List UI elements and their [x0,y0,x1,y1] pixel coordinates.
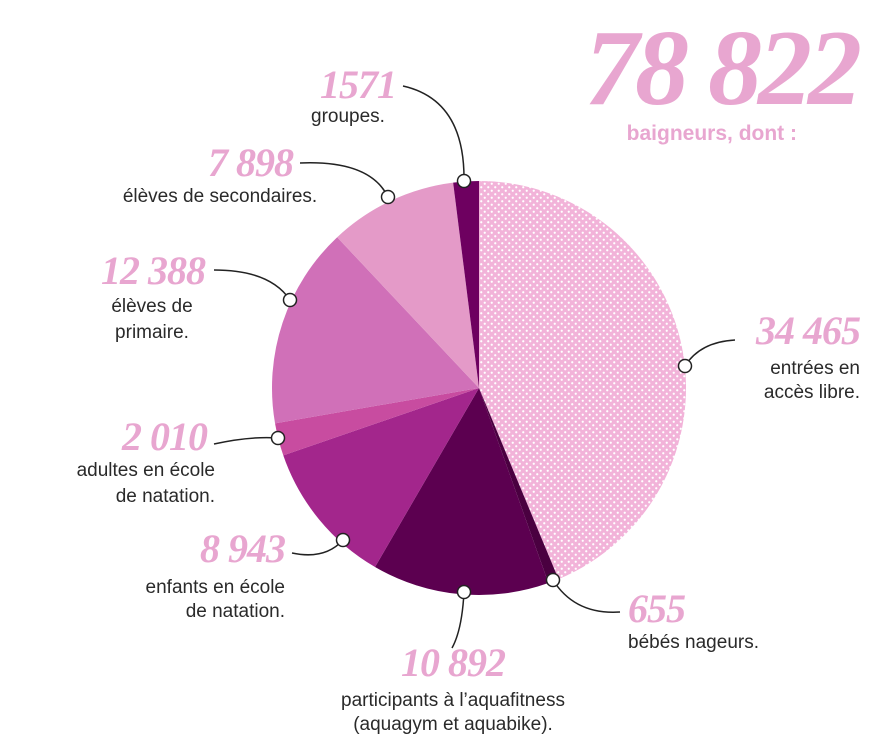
leader-dot [270,430,286,446]
chart-subtitle: baigneurs, dont : [627,122,797,145]
leader-line [684,339,736,367]
leader-line [299,162,389,198]
value-label: 8 943 [200,526,285,571]
pie-slice [337,182,479,388]
leader-line [213,269,291,301]
category-label: enfants en école [146,577,285,598]
leader-dot [456,584,472,600]
value-label: 7 898 [208,140,294,185]
leader-dot [545,572,561,588]
value-label: 12 388 [101,248,206,293]
category-label: entrées en [770,358,860,379]
category-label: élèves de [111,296,192,317]
category-label: de natation. [186,601,285,622]
pie-slice [453,181,479,388]
leader-line [291,539,344,556]
pie-slice [375,388,549,595]
category-label: groupes. [311,106,385,127]
chart-title: 78 822 [585,9,860,128]
pie-slice [479,181,687,580]
leader-line [552,579,621,613]
leader-dot [282,292,298,308]
category-label: élèves de secondaires. [123,186,317,207]
category-label: primaire. [115,322,189,343]
leader-line [213,436,279,445]
value-label: 34 465 [755,308,860,353]
value-label: 655 [628,586,685,631]
category-label: de natation. [116,486,215,507]
leader-dot [335,532,351,548]
value-label: 10 892 [401,640,506,685]
category-label: (aquagym et aquabike). [353,714,553,735]
leader-line [402,85,465,182]
pie-slice [479,388,559,584]
leader-dot [456,173,472,189]
category-label: participants à l’aquafitness [341,690,565,711]
pie-slice [275,388,479,456]
category-label: accès libre. [764,382,860,403]
value-label: 1571 [320,62,396,107]
category-label: bébés nageurs. [628,632,759,653]
leader-dot [380,189,396,205]
leader-dot [677,358,693,374]
pie-slice [271,237,479,424]
pie-slice [283,388,479,567]
value-label: 2 010 [121,414,208,459]
category-label: adultes en école [77,460,215,481]
